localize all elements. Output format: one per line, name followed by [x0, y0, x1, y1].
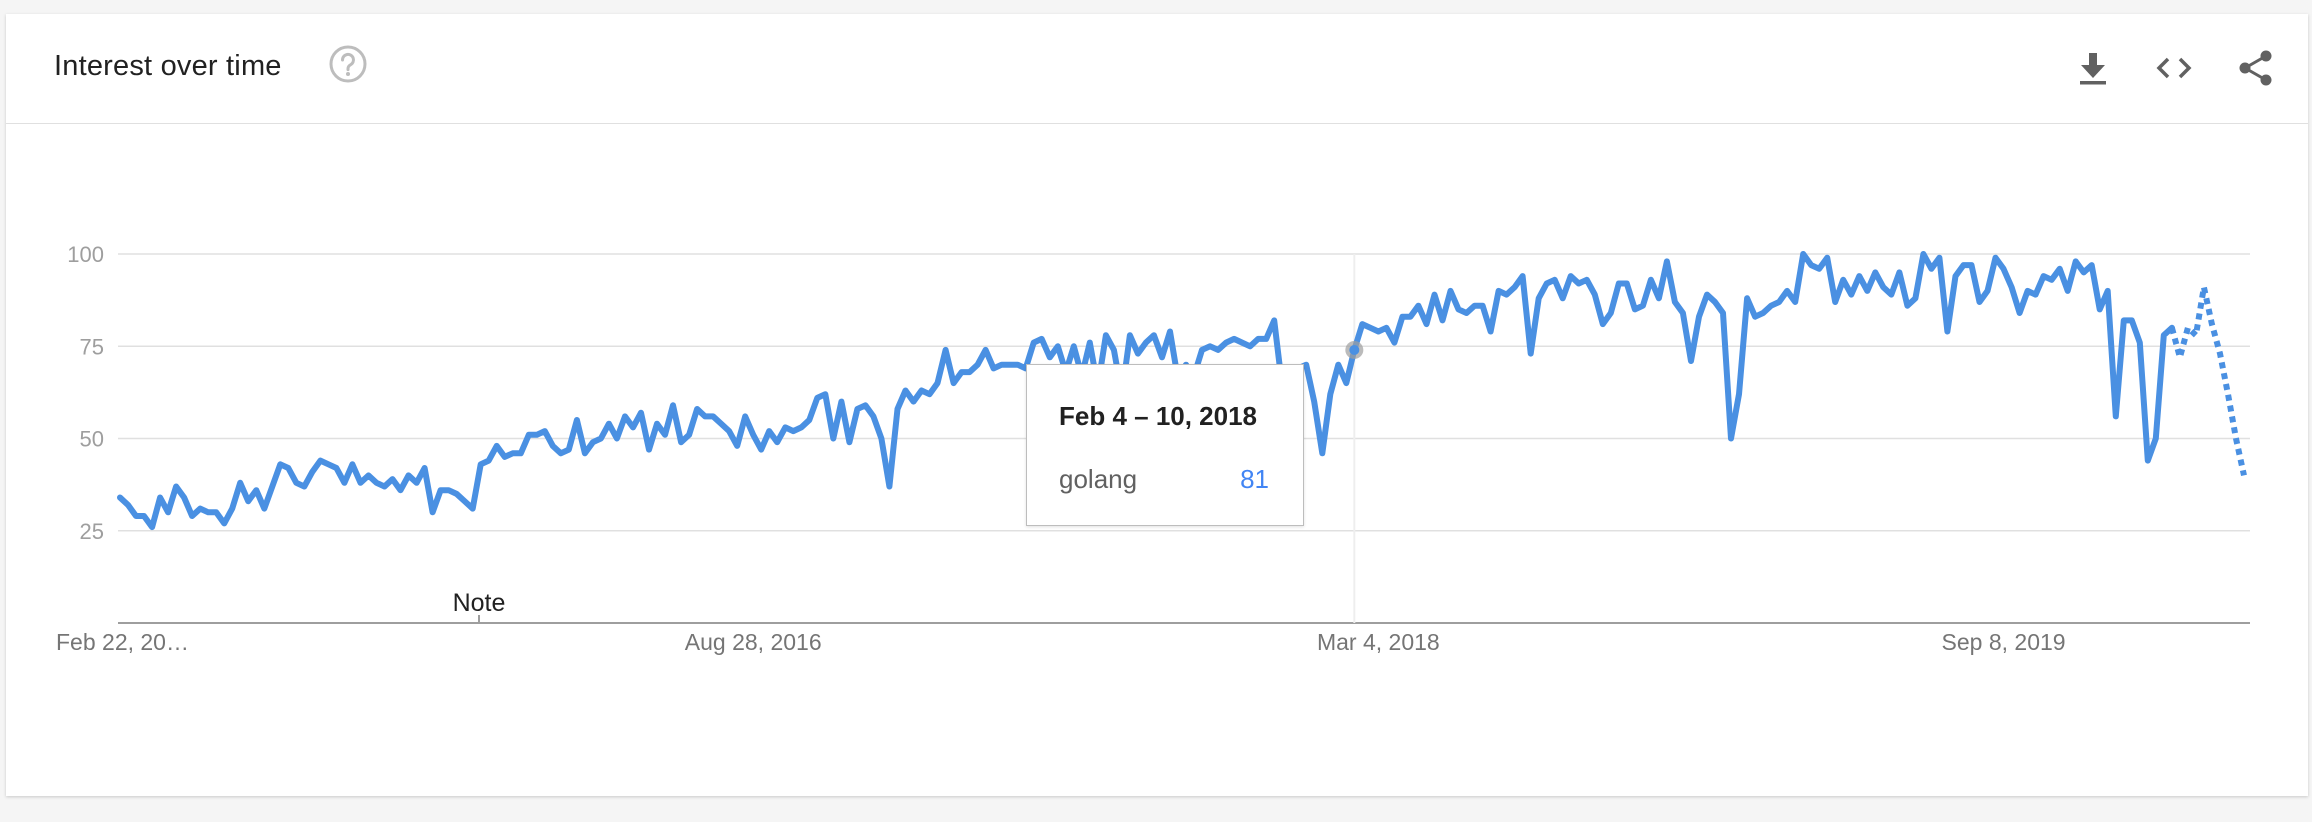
download-icon[interactable] [2073, 48, 2113, 88]
note-label: Note [453, 589, 506, 617]
highlight-point-core [1349, 344, 1360, 355]
data-tooltip: Feb 4 – 10, 2018 golang 81 [1026, 364, 1304, 526]
x-tick-label: Sep 8, 2019 [1942, 629, 2066, 655]
y-tick-label: 75 [80, 334, 104, 359]
x-tick-label: Feb 22, 20… [56, 629, 189, 655]
series-line-golang [117, 251, 2175, 531]
card-header: Interest over time [6, 14, 2308, 124]
y-tick-label: 50 [80, 427, 104, 452]
card-title: Interest over time [54, 50, 282, 82]
x-tick-label: Aug 28, 2016 [685, 629, 822, 655]
embed-code-icon[interactable] [2154, 48, 2194, 88]
share-icon[interactable] [2235, 48, 2275, 88]
y-tick-label: 100 [67, 242, 104, 267]
tooltip-term: golang [1059, 464, 1138, 494]
x-tick-label: Mar 4, 2018 [1317, 629, 1440, 655]
tooltip-value: 81 [1240, 464, 1269, 494]
series-line-golang-partial [2169, 286, 2247, 477]
y-tick-label: 25 [80, 519, 104, 544]
help-icon[interactable] [328, 44, 368, 84]
tooltip-date: Feb 4 – 10, 2018 [1059, 401, 1258, 431]
